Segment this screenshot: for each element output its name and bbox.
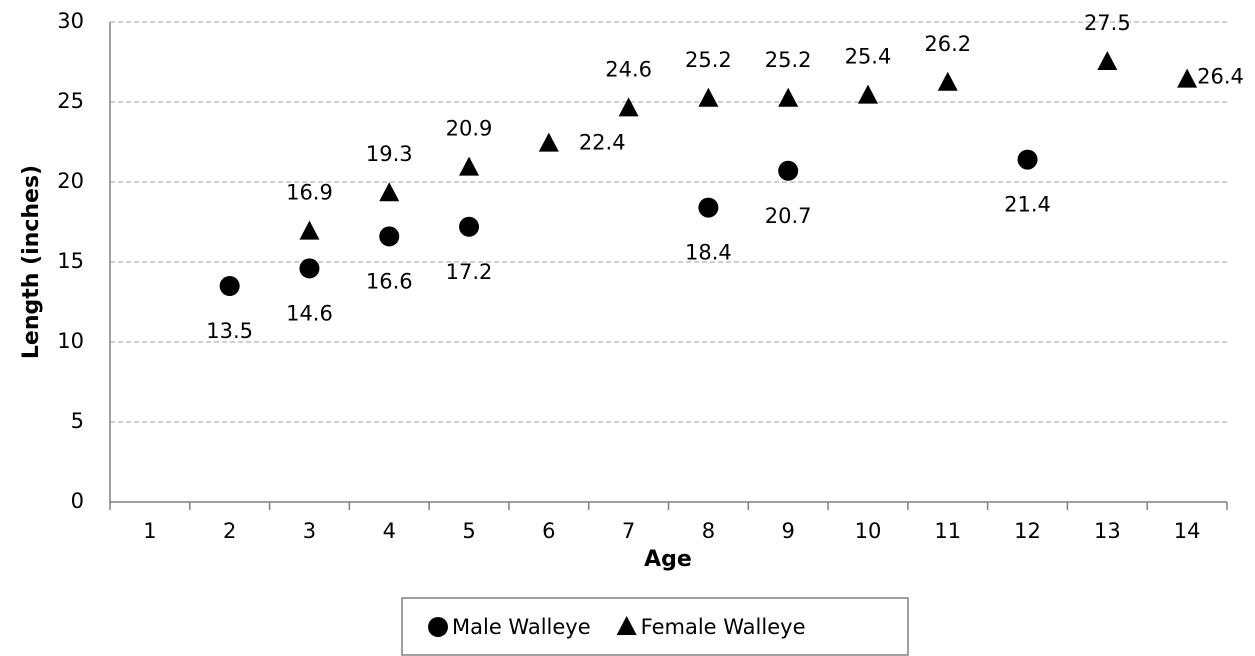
x-tick-label: 12 — [1014, 519, 1041, 543]
y-tick-label: 15 — [57, 249, 84, 273]
data-label: 24.6 — [605, 57, 652, 81]
data-label: 27.5 — [1084, 11, 1131, 35]
legend-label: Male Walleye — [452, 615, 591, 639]
x-tick-label: 14 — [1174, 519, 1201, 543]
data-label: 16.6 — [366, 269, 413, 293]
data-label: 25.2 — [765, 48, 812, 72]
x-tick-label: 10 — [855, 519, 882, 543]
data-label: 25.4 — [845, 45, 892, 69]
point — [1097, 51, 1118, 70]
point — [538, 132, 559, 152]
point — [698, 197, 719, 218]
point — [459, 216, 480, 237]
data-label: 19.3 — [366, 142, 413, 166]
y-tick-label: 10 — [57, 329, 84, 353]
data-label: 26.4 — [1197, 65, 1244, 89]
data-label: 16.9 — [286, 181, 333, 205]
legend-marker — [428, 617, 448, 637]
point — [459, 156, 480, 176]
point — [379, 182, 400, 202]
y-tick-label: 30 — [57, 9, 84, 33]
legend-marker — [616, 616, 637, 635]
x-tick-label: 9 — [781, 519, 794, 543]
x-tick-label: 6 — [542, 519, 555, 543]
x-tick-label: 1 — [143, 519, 156, 543]
point — [778, 87, 799, 107]
point — [1177, 68, 1198, 88]
x-tick-label: 3 — [303, 519, 316, 543]
legend-box — [401, 597, 909, 656]
data-label: 26.2 — [924, 32, 971, 56]
y-tick-label: 25 — [57, 89, 84, 113]
data-label: 21.4 — [1004, 193, 1051, 217]
point — [299, 258, 320, 279]
y-axis-label: Length (inches) — [19, 165, 44, 359]
legend-label: Female Walleye — [641, 615, 806, 639]
point — [857, 84, 878, 104]
point — [618, 97, 639, 117]
y-tick-label: 5 — [71, 409, 84, 433]
x-tick-label: 11 — [934, 519, 961, 543]
point — [219, 276, 240, 296]
data-label: 18.4 — [685, 241, 732, 265]
x-tick-label: 8 — [702, 519, 715, 543]
y-tick-label: 20 — [57, 169, 84, 193]
point — [937, 71, 958, 91]
point — [379, 226, 400, 247]
x-tick-label: 4 — [383, 519, 396, 543]
point — [778, 160, 799, 181]
point — [299, 220, 320, 240]
data-label: 20.7 — [765, 204, 812, 228]
data-label: 14.6 — [286, 301, 333, 325]
point — [1017, 149, 1038, 170]
data-label: 17.2 — [446, 260, 493, 284]
x-tick-label: 5 — [462, 519, 475, 543]
y-tick-label: 0 — [71, 489, 84, 513]
data-label: 20.9 — [446, 117, 493, 141]
x-tick-label: 7 — [622, 519, 635, 543]
data-label: 22.4 — [579, 131, 626, 155]
data-label: 13.5 — [206, 319, 253, 343]
x-tick-label: 2 — [223, 519, 236, 543]
data-label: 25.2 — [685, 48, 732, 72]
point — [698, 87, 719, 107]
x-tick-label: 13 — [1094, 519, 1121, 543]
x-axis-label: Age — [644, 547, 692, 572]
